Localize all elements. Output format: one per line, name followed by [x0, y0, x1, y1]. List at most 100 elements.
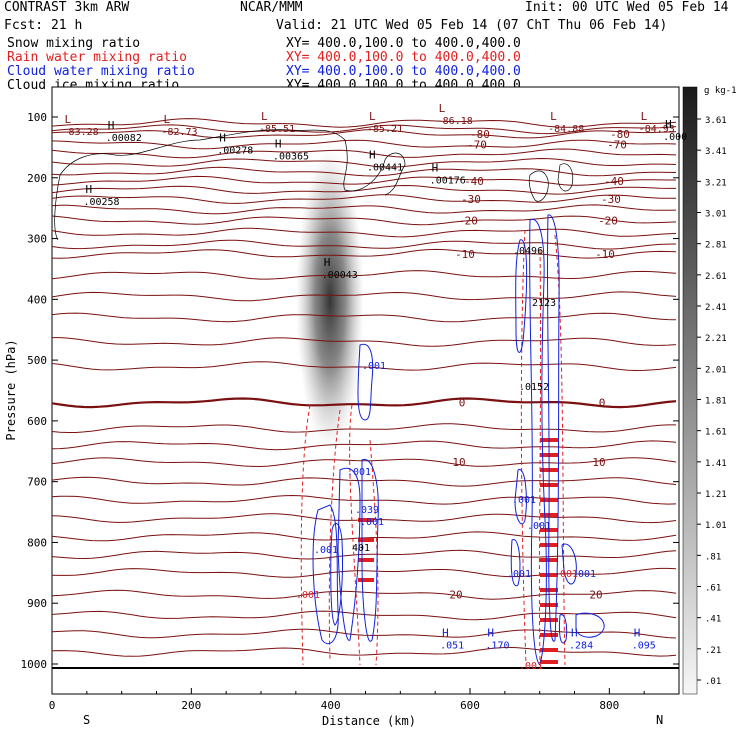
colorbar-label: 1.81: [705, 397, 727, 407]
temperature-contour: [52, 129, 677, 139]
low-marker: L: [439, 102, 446, 115]
temperature-contour: [52, 248, 677, 259]
temperature-contour: [52, 194, 677, 204]
y-tick-label: 300: [27, 233, 47, 246]
extremum-value: -82.73: [161, 127, 197, 138]
snow-plume: [296, 150, 364, 450]
colorbar-label: 3.21: [705, 178, 727, 188]
y-tick-label: 200: [27, 172, 47, 185]
temperature-contour: [52, 476, 677, 487]
temperature-contour-label: 0: [599, 397, 606, 410]
temperature-contour: [52, 227, 677, 238]
rain-labels: .001 .001 .001: [296, 569, 578, 672]
low-marker: L: [369, 110, 376, 123]
temperature-contour: [52, 337, 677, 347]
temperature-contour-label: -40: [604, 175, 624, 188]
temperature-contour-label: -70: [607, 138, 627, 151]
temperature-contour: [52, 270, 677, 280]
temperature-contour: [52, 239, 677, 250]
colorbar-label: 2.61: [705, 272, 727, 282]
temperature-contour-label: -10: [595, 248, 615, 261]
extremum-value: -83.28: [63, 127, 99, 138]
colorbar-scale: [682, 86, 698, 695]
temperature-contour-label: 20: [589, 589, 602, 602]
cloud-label: .001: [512, 495, 536, 506]
extremum-value: -84.93: [639, 124, 675, 135]
rain-contours-left: [300, 404, 379, 666]
extremum-value: .095: [632, 641, 656, 652]
temperature-contour-label: 10: [592, 456, 605, 469]
high-marker: H: [432, 162, 439, 175]
model-title: CONTRAST 3km ARW: [4, 0, 130, 15]
x-axis-left-end: S: [83, 713, 90, 727]
colorbar-label: 1.01: [705, 521, 727, 531]
extremum-value: .00176: [430, 176, 466, 187]
high-marker: H: [324, 256, 331, 269]
map-outline: [54, 129, 406, 241]
field-name-rain: Rain water mixing ratio: [7, 50, 188, 65]
extremum-value: -85.21: [367, 124, 403, 135]
high-marker: H: [108, 119, 115, 132]
y-axis-title: Pressure (hPa): [4, 339, 18, 440]
freezing-level-contour: [52, 397, 677, 409]
y-tick-label: 400: [27, 293, 47, 306]
rain-label: .001: [554, 569, 578, 580]
colorbar-label: 1.21: [705, 490, 727, 500]
temperature-contour: [52, 423, 676, 433]
extremum-value: -84.88: [548, 124, 584, 135]
x-tick-label: 600: [460, 699, 480, 712]
field-xy-snow: XY= 400.0,100.0 to 400.0,400.0: [286, 36, 521, 51]
temperature-contour: [52, 312, 677, 323]
colorbar-label: .81: [705, 552, 721, 562]
cloud-label: .001: [347, 467, 371, 478]
temperature-contour: [52, 166, 677, 177]
temperature-contour: [52, 157, 677, 168]
temperature-contour: [52, 361, 677, 372]
temperature-contour-label: 0: [459, 397, 466, 410]
cloud-water-left: [312, 343, 379, 645]
low-marker: L: [65, 113, 72, 126]
cloud-label: .001: [314, 545, 338, 556]
temperature-contour-label: -20: [598, 214, 618, 227]
cloud-labels: .001 .039 .001 .001 .001 .001 .001 .001 …: [314, 361, 596, 580]
colorbar-label: 1.61: [705, 428, 727, 438]
forecast-hour: Fcst: 21 h: [4, 18, 83, 33]
high-marker: H: [487, 627, 494, 640]
temperature-contour-label: -40: [464, 175, 484, 188]
high-marker: H: [634, 627, 641, 640]
extremum-value: .000: [663, 132, 687, 143]
extremum-value: .00278: [217, 145, 253, 156]
cloud-label: .039: [355, 505, 379, 516]
field-name-snow: Snow mixing ratio: [7, 36, 141, 51]
temperature-contour-label: -10: [455, 248, 475, 261]
extremum-value: .170: [485, 641, 509, 652]
y-tick-label: 900: [27, 597, 47, 610]
extremum-value: -86.18: [437, 116, 473, 127]
x-axis-title: Distance (km): [322, 714, 416, 728]
center-label: NCAR/MMM: [240, 0, 303, 15]
y-tick-label: 600: [27, 415, 47, 428]
x-tick-label: 800: [599, 699, 619, 712]
temperature-contour-label: -30: [461, 193, 481, 206]
high-marker: H: [85, 183, 92, 196]
temperature-contour-label: -30: [601, 193, 621, 206]
temperature-contour: [52, 457, 677, 468]
y-tick-label: 100: [27, 111, 47, 124]
low-marker: L: [163, 113, 170, 126]
extremum-value: .00441: [367, 162, 403, 173]
temperature-contour-label: -20: [458, 214, 478, 227]
temperature-contour: [52, 139, 677, 150]
rain-label: .001: [296, 590, 320, 601]
colorbar: 3.61 3.41 3.21 3.01 2.81 2.61 2.41 2.21 2.01 1.81…: [682, 86, 727, 695]
extremum-value: .00258: [83, 197, 119, 208]
rain-contours-right: [520, 229, 566, 666]
valid-time: Valid: 21 UTC Wed 05 Feb 14 (07 ChT Thu …: [276, 18, 668, 33]
y-tick-label: 500: [27, 354, 47, 367]
extremum-value: -85.51: [259, 124, 295, 135]
colorbar-unit: g kg-1: [704, 86, 737, 96]
label-2123: 2123: [532, 298, 556, 309]
temperature-contour: [52, 531, 677, 542]
high-marker: H: [275, 137, 282, 150]
plot-frame: [51, 86, 680, 695]
